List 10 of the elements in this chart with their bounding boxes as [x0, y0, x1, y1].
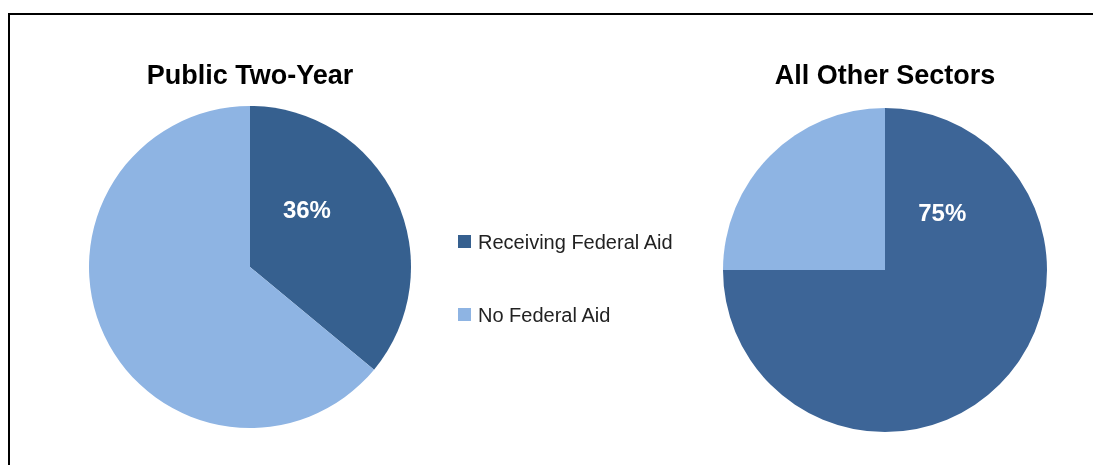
pie-slice	[89, 106, 375, 428]
pie-slice	[723, 108, 1047, 432]
data-label: 75%	[918, 199, 967, 227]
chart-title: All Other Sectors	[774, 60, 996, 90]
pie-slice	[723, 108, 885, 270]
legend-label: Receiving Federal Aid	[478, 231, 673, 253]
chart-title: Public Two-Year	[146, 60, 354, 90]
legend-label: No Federal Aid	[478, 304, 611, 326]
pie-slice	[250, 106, 411, 370]
data-label: 36%	[282, 196, 331, 224]
